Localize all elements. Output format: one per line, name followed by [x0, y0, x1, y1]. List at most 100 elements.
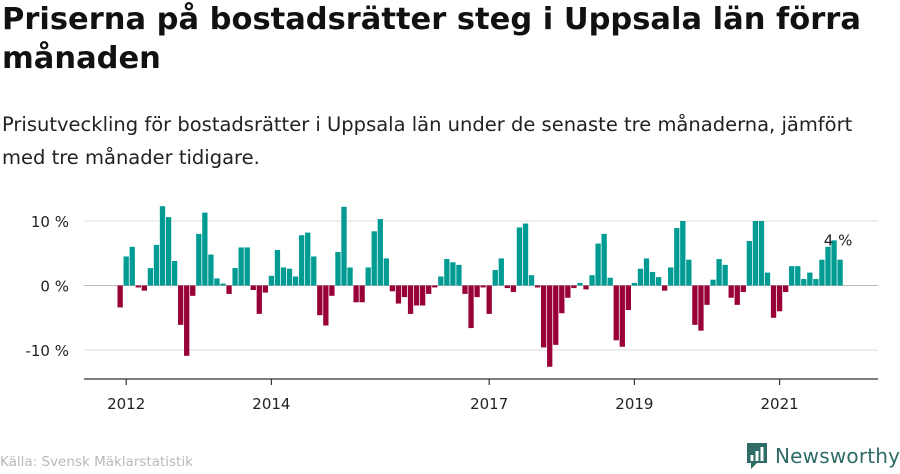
chart-title: Priserna på bostadsrätter steg i Uppsala…: [2, 2, 861, 76]
bar: [383, 258, 389, 286]
bar: [752, 221, 759, 286]
bar: [764, 272, 771, 286]
bar: [498, 258, 504, 286]
bar: [492, 270, 498, 286]
x-tick-label: 2017: [470, 395, 508, 413]
y-tick-label: -10 %: [25, 342, 69, 360]
bar: [619, 285, 625, 347]
bar: [262, 285, 268, 293]
bar: [541, 285, 547, 348]
bar: [226, 285, 232, 294]
bar: [728, 285, 734, 298]
bar: [311, 256, 317, 286]
bar: [776, 285, 783, 312]
bar: [244, 247, 250, 286]
bar: [662, 285, 668, 291]
bar: [238, 247, 244, 286]
bar: [758, 221, 765, 286]
bar: [395, 285, 402, 304]
bar: [117, 285, 123, 308]
last-value-label: 4 %: [824, 232, 853, 250]
bar: [329, 285, 335, 296]
bar: [770, 285, 777, 318]
bar: [704, 285, 710, 305]
bar: [299, 235, 305, 286]
bar: [208, 254, 214, 286]
bar: [686, 259, 692, 286]
bar: [534, 285, 541, 288]
bar: [510, 285, 517, 292]
bar: [341, 206, 347, 286]
bar: [547, 285, 553, 367]
bar: [553, 285, 559, 345]
bar: [577, 282, 583, 286]
x-tick-label: 2019: [615, 395, 653, 413]
axis-labels: 10 % 0 % -10 % 2012 2014 2017 2019 2021 4 %: [25, 213, 852, 413]
bar: [178, 285, 184, 325]
bar: [565, 285, 571, 298]
bar: [601, 233, 607, 286]
bar: [214, 278, 220, 286]
bar: [559, 285, 565, 314]
bar: [365, 267, 371, 286]
bar: [184, 285, 190, 356]
bar: [432, 285, 438, 288]
bar: [153, 244, 160, 286]
bar: [323, 285, 329, 326]
bar: [649, 271, 656, 286]
bar: [595, 243, 601, 286]
bar: [692, 285, 698, 325]
bar: [190, 285, 196, 296]
source-note: Källa: Svensk Mäklarstatistik: [0, 454, 193, 470]
bar: [317, 285, 323, 316]
bar: [286, 268, 293, 286]
newsworthy-logo-icon: [747, 443, 767, 469]
bar: [740, 285, 746, 292]
bar: [292, 276, 299, 286]
bar: [583, 285, 589, 290]
brand-name: Newsworthy: [775, 444, 900, 468]
bar: [795, 266, 801, 286]
bar: [571, 285, 577, 289]
bar: [220, 283, 226, 286]
bar: [407, 285, 414, 314]
bar: [680, 221, 686, 286]
bar: [389, 285, 396, 292]
bar: [123, 256, 129, 286]
bar: [129, 246, 135, 286]
bar: [377, 219, 383, 286]
bar: [165, 217, 172, 286]
bar: [141, 285, 147, 291]
bar: [196, 233, 202, 286]
bar: [462, 285, 468, 294]
bar: [819, 259, 825, 286]
y-tick-label: 10 %: [31, 213, 69, 231]
bar: [413, 285, 420, 306]
chart-subtitle: Prisutveckling för bostadsrätter i Uppsa…: [2, 113, 853, 169]
x-tick-label: 2021: [761, 395, 799, 413]
bar: [831, 240, 837, 286]
bar: [589, 275, 595, 286]
y-tick-label: 0 %: [40, 278, 69, 296]
bar: [450, 262, 456, 286]
bar: [801, 279, 807, 286]
bar: [716, 259, 722, 286]
bar: [420, 285, 426, 306]
bar: [522, 223, 529, 286]
bar: [504, 285, 510, 289]
bar: [643, 258, 650, 286]
bar: [135, 285, 141, 288]
bar: [347, 267, 353, 286]
bar: [480, 285, 486, 288]
bar: [371, 231, 377, 286]
bar: [722, 264, 728, 286]
x-tick-label: 2012: [107, 395, 145, 413]
bar: [335, 251, 341, 286]
bar: [710, 279, 716, 286]
bar: [613, 285, 619, 341]
bar: [305, 232, 311, 286]
bar: [438, 276, 444, 286]
bar: [202, 212, 208, 286]
brand-logo[interactable]: Newsworthy: [745, 441, 900, 471]
bar: [813, 279, 819, 286]
